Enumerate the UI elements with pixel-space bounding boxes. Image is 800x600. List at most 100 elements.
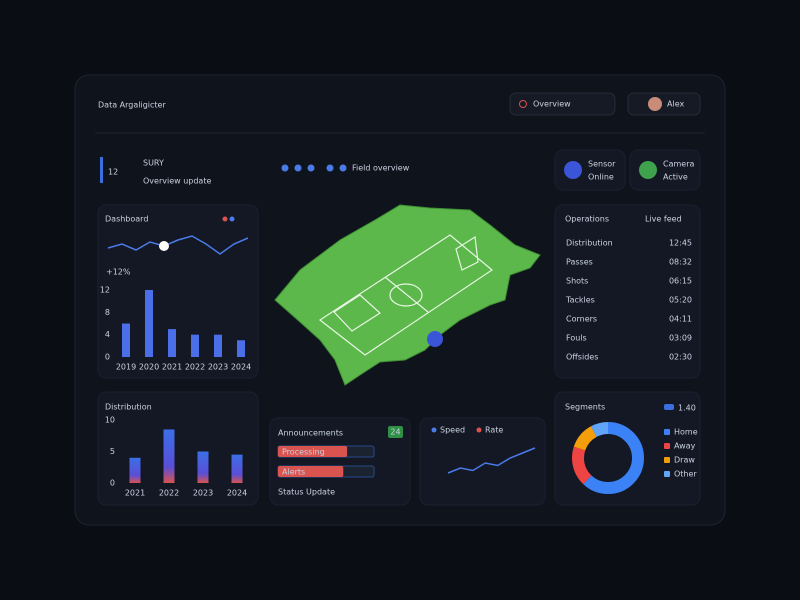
row-value: 08:32 — [669, 258, 692, 267]
pitch — [318, 234, 494, 356]
row-label: Passes — [566, 258, 593, 267]
avatar — [648, 97, 662, 111]
donut-segment — [572, 422, 644, 494]
bar — [237, 340, 245, 357]
x-tick-label: 2023 — [193, 489, 213, 498]
x-tick-label: 2023 — [208, 363, 228, 372]
bar — [231, 454, 243, 483]
legend-dot — [222, 216, 228, 222]
card-title: Announcements — [278, 429, 343, 438]
y-tick-label: 5 — [110, 447, 115, 456]
bar — [197, 451, 209, 483]
legend-label: Draw — [674, 456, 695, 465]
kpi-accent — [100, 157, 103, 183]
status-icon — [639, 161, 657, 179]
bar — [122, 323, 130, 357]
dot — [294, 164, 302, 172]
x-tick-label: 2021 — [162, 363, 182, 372]
dot — [307, 164, 315, 172]
progress-label: Processing — [282, 448, 325, 457]
row-value: 12:45 — [669, 239, 692, 248]
user-name: Alex — [667, 100, 684, 109]
row-label: Offsides — [566, 353, 598, 362]
card-title: Segments — [565, 403, 605, 412]
card — [269, 417, 411, 506]
card-title: Operations — [565, 215, 609, 224]
bar — [163, 429, 175, 483]
legend-label: Away — [674, 442, 696, 451]
status-value: Online — [588, 173, 614, 182]
legend-label: Speed — [440, 426, 465, 435]
kpi-value: 12 — [108, 168, 118, 177]
badge — [388, 426, 403, 438]
kpi-caption: Overview update — [143, 177, 211, 186]
dot — [281, 164, 289, 172]
x-tick-label: 2022 — [159, 489, 179, 498]
search-text: Overview — [533, 100, 571, 109]
card — [419, 417, 546, 506]
card-title: Distribution — [105, 403, 152, 412]
y-tick-label: 10 — [105, 416, 115, 425]
field-caption: Field overview — [352, 164, 410, 173]
bar — [129, 457, 141, 483]
donut-segment — [572, 422, 644, 494]
x-tick-label: 2022 — [185, 363, 205, 372]
trend-change: +12% — [106, 268, 131, 277]
card — [554, 149, 626, 191]
icon — [519, 100, 527, 108]
card — [554, 204, 701, 379]
search[interactable] — [509, 92, 616, 116]
status-label: Sensor — [588, 160, 616, 169]
row-label: Shots — [566, 277, 588, 286]
total: 1.40 — [678, 404, 696, 413]
user[interactable] — [627, 92, 701, 116]
y-tick-label: 0 — [105, 353, 110, 362]
badge-text: 24 — [390, 428, 400, 437]
chip — [664, 404, 674, 410]
trend-line — [107, 235, 249, 255]
row-label: Distribution — [566, 239, 613, 248]
legend-label: Home — [674, 428, 698, 437]
row-value: 05:20 — [669, 296, 692, 305]
map-marker[interactable] — [427, 331, 443, 347]
legend-chip — [664, 457, 670, 463]
progress-label: Alerts — [282, 468, 305, 477]
status-label: Camera — [663, 160, 694, 169]
y-tick-label: 12 — [100, 286, 110, 295]
trend-point — [159, 241, 169, 251]
status-icon — [564, 161, 582, 179]
row-label: Corners — [566, 315, 597, 324]
legend-label: Rate — [485, 426, 503, 435]
row-label: Tackles — [565, 296, 595, 305]
y-tick-label: 4 — [105, 330, 110, 339]
row-value: 02:30 — [669, 353, 692, 362]
card-subtitle: Live feed — [645, 215, 682, 224]
progress — [278, 466, 344, 477]
legend-dot — [229, 216, 235, 222]
row-value: 04:11 — [669, 315, 692, 324]
card-title: Dashboard — [105, 215, 148, 224]
speed-line — [447, 447, 536, 474]
legend-chip — [664, 443, 670, 449]
dot — [339, 164, 347, 172]
bar — [191, 334, 199, 357]
x-tick-label: 2024 — [227, 489, 247, 498]
legend-chip — [664, 429, 670, 435]
row-label: Fouls — [566, 334, 587, 343]
y-tick-label: 0 — [110, 479, 115, 488]
status-value: Active — [663, 173, 688, 182]
x-tick-label: 2020 — [139, 363, 159, 372]
title: Data Argaligicter — [98, 101, 166, 110]
legend-dot — [476, 427, 482, 433]
bar — [145, 290, 153, 357]
kpi-unit: SURY — [143, 159, 164, 168]
bar — [214, 334, 222, 357]
x-tick-label: 2019 — [116, 363, 136, 372]
row-value: 06:15 — [669, 277, 692, 286]
progress — [278, 446, 348, 457]
bar — [168, 329, 176, 357]
x-tick-label: 2021 — [125, 489, 145, 498]
legend-chip — [664, 471, 670, 477]
dot — [326, 164, 334, 172]
